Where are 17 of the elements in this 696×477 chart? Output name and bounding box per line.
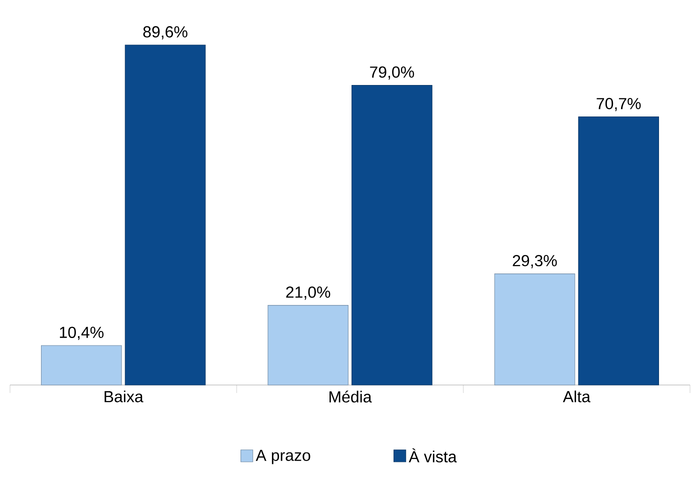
bar <box>124 44 206 386</box>
data-label: 70,7% <box>596 98 641 112</box>
data-label: 21,0% <box>286 286 330 300</box>
legend-label: À vista <box>408 448 457 462</box>
bar <box>41 345 122 386</box>
legend-label: A prazo <box>256 450 310 464</box>
bar <box>352 84 432 386</box>
bar <box>268 305 348 386</box>
x-tick-label: Média <box>330 390 372 403</box>
data-label: 79,0% <box>370 66 414 80</box>
x-tick-label: Baixa <box>104 390 144 402</box>
x-tick-label: Alta <box>562 390 590 402</box>
data-label: 10,4% <box>60 326 104 340</box>
data-label: 89,6% <box>143 26 188 40</box>
data-label: 29,3% <box>512 254 557 268</box>
bar <box>494 274 576 386</box>
bar <box>578 116 659 386</box>
